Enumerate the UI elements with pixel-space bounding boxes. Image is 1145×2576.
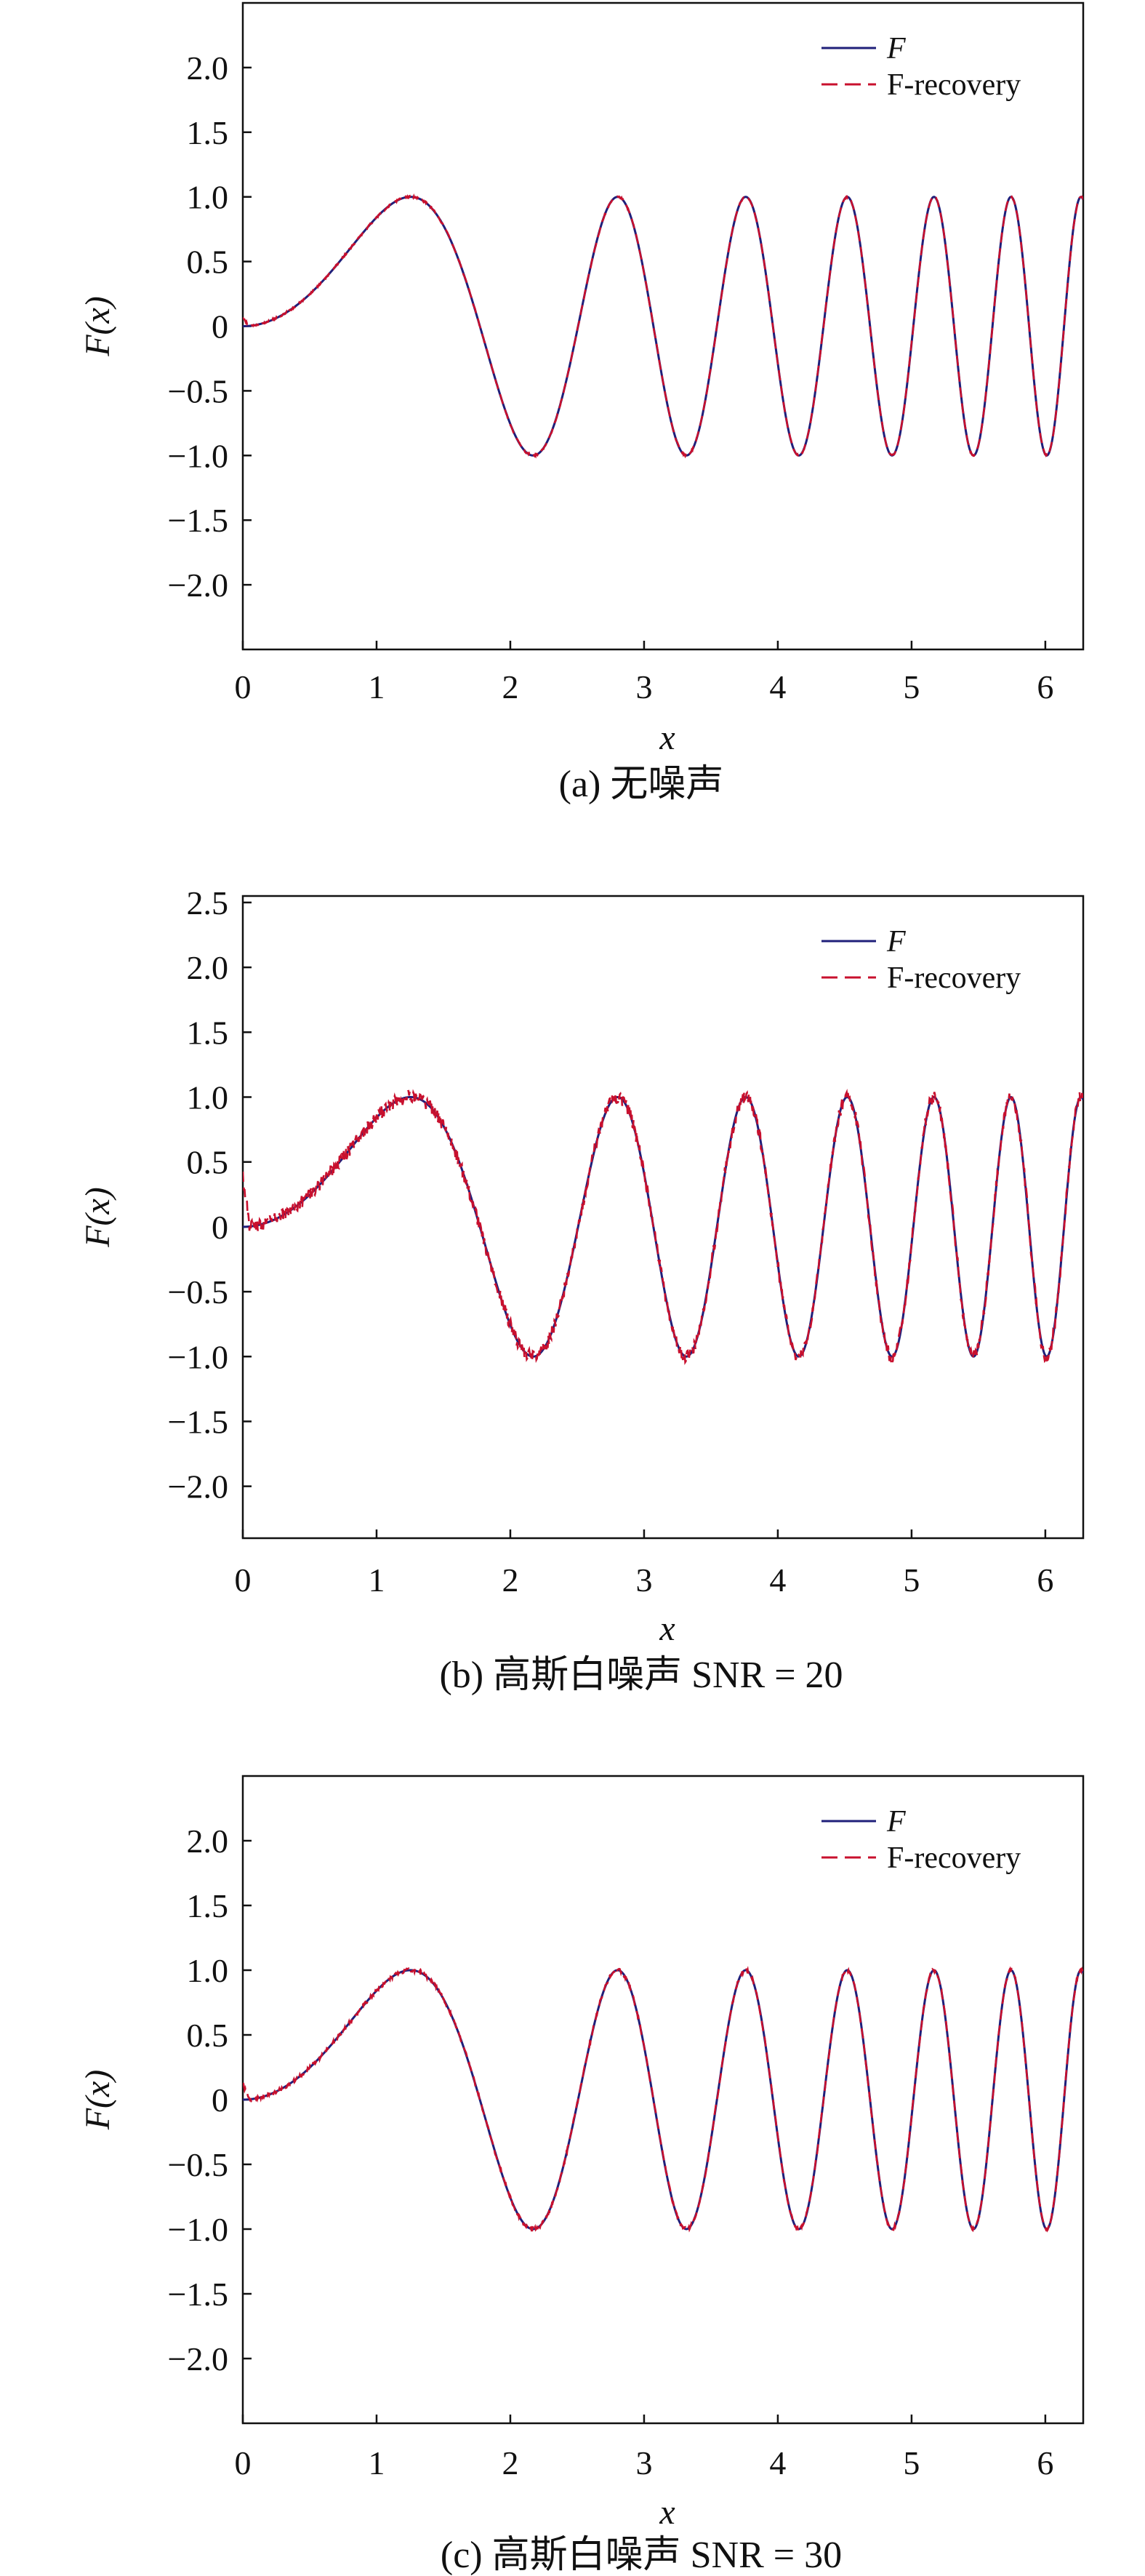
legend-label-F: F xyxy=(886,32,906,65)
x-tick-label: 0 xyxy=(235,2444,252,2481)
panel-caption: (b) 高斯白噪声 SNR = 20 xyxy=(439,1655,843,1696)
x-axis-title: x xyxy=(659,2493,675,2532)
y-tick-label: −2.0 xyxy=(168,1468,228,1505)
y-tick-label: 0.5 xyxy=(187,1144,229,1181)
y-tick-label: 0.5 xyxy=(187,2017,229,2054)
series-line-F-recovery xyxy=(243,193,1083,459)
legend-label-F-recovery: F-recovery xyxy=(887,961,1021,995)
chart-panel-2: 2.5 2.0 1.5 1.0 0.5 0 −0.5 −1.0 −1.5 −2.0 0 1 2 3 4 5 6 x… xyxy=(79,884,1085,1696)
panel-caption: (c) 高斯白噪声 SNR = 30 xyxy=(441,2535,842,2576)
x-tick-label: 1 xyxy=(368,668,385,705)
y-tick-label: 0.5 xyxy=(187,244,229,281)
x-tick-label: 5 xyxy=(903,668,920,705)
x-axis-title: x xyxy=(659,719,675,757)
legend-label-F: F xyxy=(886,1805,906,1839)
chart-panel-1: 2.0 1.5 1.0 0.5 0 −0.5 −1.0 −1.5 −2.0 0 1 2 3 4 5 6 x F(x… xyxy=(79,1,1085,805)
y-tick-label: 1.0 xyxy=(187,1079,229,1116)
y-tick-label: −1.0 xyxy=(168,2211,228,2248)
panel-caption: (a) 无噪声 xyxy=(559,764,724,805)
y-axis-title: F(x) xyxy=(79,296,117,357)
y-tick-label: 2.5 xyxy=(187,884,229,921)
legend: FF-recovery xyxy=(821,1805,1021,1875)
plot-frame xyxy=(241,895,1085,1540)
y-tick-label: 2.0 xyxy=(187,1823,229,1860)
y-tick-label: −2.0 xyxy=(168,2340,228,2377)
x-tick-label: 3 xyxy=(635,2444,652,2481)
y-axis-title: F(x) xyxy=(79,1187,117,1248)
y-tick-label: −0.5 xyxy=(168,2146,228,2183)
y-axis-title: F(x) xyxy=(79,2070,117,2131)
x-tick-label: 3 xyxy=(635,1561,652,1599)
x-tick-label: 1 xyxy=(368,2444,385,2481)
x-tick-label: 3 xyxy=(635,668,652,705)
y-tick-label: 0 xyxy=(212,2081,228,2119)
x-tick-label: 6 xyxy=(1037,2444,1053,2481)
x-tick-label: 0 xyxy=(235,1561,252,1599)
y-tick-label: −1.5 xyxy=(168,502,228,539)
y-tick-label: 1.5 xyxy=(187,1887,229,1924)
x-tick-label: 2 xyxy=(502,668,518,705)
series-line-F xyxy=(243,196,1083,457)
legend-label-F: F xyxy=(886,925,906,959)
y-tick-label: −0.5 xyxy=(168,372,228,409)
y-tick-label: −2.0 xyxy=(168,567,228,604)
x-tick-label: 4 xyxy=(769,1561,786,1599)
y-tick-label: −1.5 xyxy=(168,1403,228,1440)
y-tick-label: 2.0 xyxy=(187,949,229,986)
series-line-F-recovery xyxy=(243,1966,1083,2234)
y-tick-label: −1.0 xyxy=(168,1338,228,1375)
x-tick-label: 0 xyxy=(235,668,252,705)
y-tick-label: −1.0 xyxy=(168,437,228,474)
chart-panel-3: 2.0 1.5 1.0 0.5 0 −0.5 −1.0 −1.5 −2.0 0 1 2 3 4 5 6 x F(x… xyxy=(79,1775,1085,2576)
series-line-F-recovery xyxy=(243,1089,1083,1365)
x-tick-label: 6 xyxy=(1037,1561,1053,1599)
x-tick-label: 6 xyxy=(1037,668,1053,705)
x-tick-label: 2 xyxy=(502,1561,518,1599)
series-line-F xyxy=(243,1095,1083,1358)
legend: FF-recovery xyxy=(821,925,1021,995)
legend: FF-recovery xyxy=(821,32,1021,102)
y-tick-label: 1.5 xyxy=(187,1014,229,1051)
y-tick-label: −1.5 xyxy=(168,2276,228,2313)
legend-label-F-recovery: F-recovery xyxy=(887,1841,1021,1875)
x-tick-label: 1 xyxy=(368,1561,385,1599)
y-tick-label: 1.5 xyxy=(187,114,229,151)
y-tick-label: 1.0 xyxy=(187,1952,229,1989)
y-tick-label: −0.5 xyxy=(168,1273,228,1311)
y-tick-label: 2.0 xyxy=(187,49,229,87)
series-line-F xyxy=(243,1969,1083,2231)
x-axis-title: x xyxy=(659,1609,675,1648)
x-tick-label: 4 xyxy=(769,2444,786,2481)
x-tick-label: 2 xyxy=(502,2444,518,2481)
y-tick-label: 0 xyxy=(212,308,228,345)
x-tick-label: 5 xyxy=(903,1561,920,1599)
y-tick-label: 0 xyxy=(212,1209,228,1246)
y-tick-label: 1.0 xyxy=(187,179,229,216)
x-tick-label: 4 xyxy=(769,668,786,705)
legend-label-F-recovery: F-recovery xyxy=(887,68,1021,102)
x-tick-label: 5 xyxy=(903,2444,920,2481)
